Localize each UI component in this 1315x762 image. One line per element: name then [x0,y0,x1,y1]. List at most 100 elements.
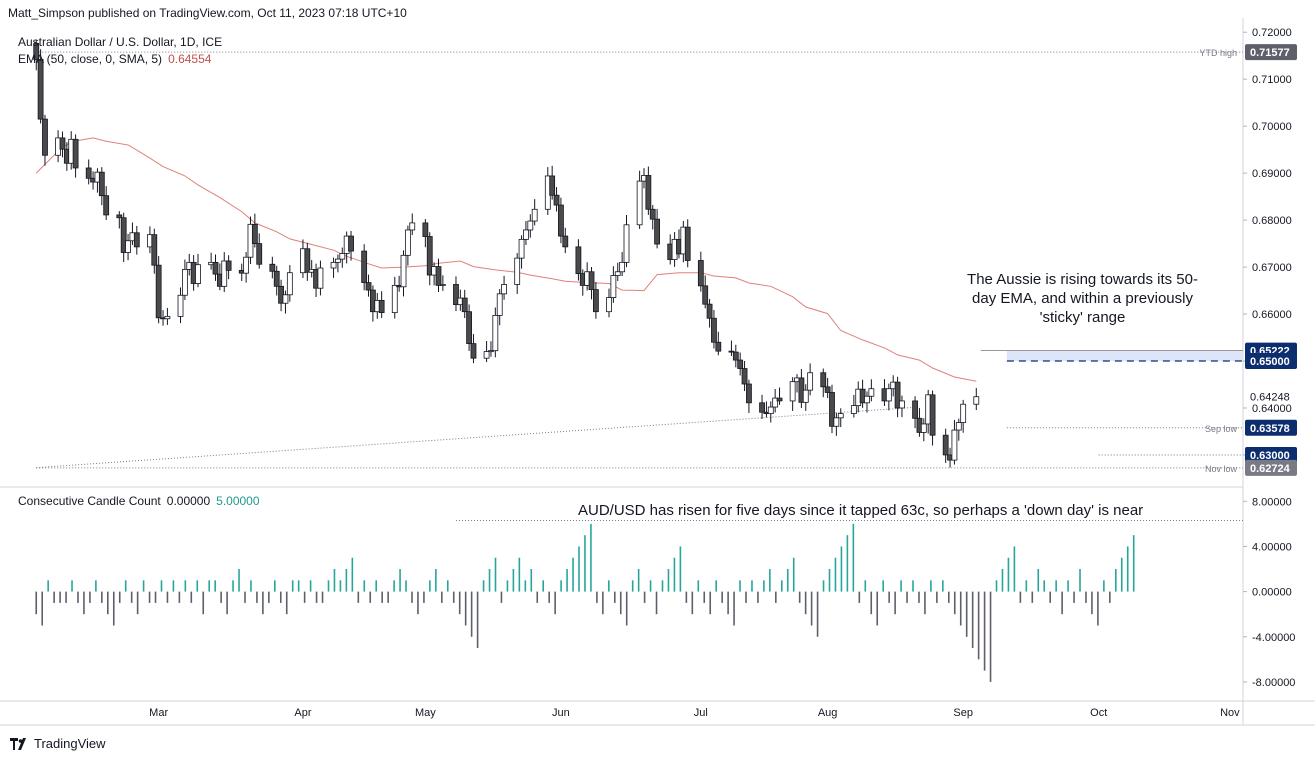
candle-2023-08-18 [899,395,905,418]
candle-2023-07-28 [807,363,814,396]
candle-body [636,180,643,226]
time-label-Apr: Apr [294,707,311,719]
candle-2023-06-13 [610,266,617,303]
candle-body [466,311,472,345]
candle-2023-02-07 [59,131,66,158]
osc-tick-label: -4.00000 [1252,632,1295,644]
tradingview-logo-text: TradingView [34,736,106,751]
candle-body [864,395,870,404]
oscillator-legend-value1: 0.00000 [166,494,211,508]
price-tick-label: 0.71000 [1252,74,1292,86]
candle-body [592,289,599,313]
price-label-box [1245,459,1297,476]
price-label-text: 0.64248 [1250,391,1290,403]
candle-body [435,266,442,286]
candle-body [195,264,201,284]
candle-2023-08-23 [920,418,927,442]
candle-2023-09-04 [973,387,980,411]
candle-2023-02-21 [120,212,127,263]
candle-body [649,208,656,220]
candle-body [470,343,477,359]
oscillator-legend[interactable]: Consecutive Candle Count 0.00000 5.00000 [18,494,260,508]
candle-2023-06-23 [654,208,661,249]
candle-2023-02-13 [85,159,92,185]
candle-2023-04-27 [404,225,411,266]
candle-2023-03-03 [164,307,171,325]
candle-2023-08-31 [955,418,962,441]
candle-body [850,405,857,415]
time-label-Oct: Oct [1090,707,1107,719]
candle-2023-02-10 [72,134,79,178]
candle-body [514,257,521,285]
ema-legend[interactable]: EMA (50, close, 0, SMA, 5) 0.64554 [18,52,211,66]
candle-body [98,171,105,197]
candle-body [523,229,529,240]
candle-2023-06-15 [619,252,626,277]
candle-2023-05-18 [496,288,503,326]
price-label-0.63000: 0.63000 [1245,446,1297,463]
candle-body [807,372,814,391]
time-label-Mar: Mar [149,707,168,719]
sticky-range-rect [1006,350,1243,362]
candle-body [212,261,219,275]
candle-2023-02-17 [103,186,110,220]
tradingview-logo[interactable]: TradingView [10,736,106,751]
candle-body [151,234,158,266]
candle-2023-07-24 [789,377,796,411]
candle-body [610,275,617,298]
osc-tick-label: 0.00000 [1252,587,1292,599]
candle-body [960,403,967,423]
candle-2023-05-26 [531,199,538,226]
candle-body [575,246,582,275]
candle-body [715,341,722,352]
candle-body [820,372,827,388]
candle-body [181,269,188,296]
candle-2023-06-05 [575,239,582,281]
candle-2023-05-25 [527,214,534,238]
ema-line [35,137,977,382]
price-label-note: Sep low [1205,424,1238,434]
candle-2023-05-15 [483,341,490,363]
candle-body [304,248,311,273]
candle-body [59,137,66,150]
candle-2023-08-11 [868,379,875,402]
candle-2023-07-03 [697,251,704,292]
symbol-title[interactable]: Australian Dollar / U.S. Dollar, 1D, ICE [18,35,223,49]
candle-body [221,260,228,287]
price-label-text: 0.63000 [1250,450,1290,462]
candle-2023-06-01 [558,197,564,244]
candle-2023-07-27 [802,384,809,411]
candle-body [776,397,783,402]
candle-2023-03-10 [195,253,201,288]
candle-body [684,226,691,261]
candle-2023-02-24 [133,225,140,255]
candle-2023-05-12 [470,334,477,364]
candle-2023-04-17 [361,244,368,291]
candle-2023-05-10 [461,289,468,319]
candle-2023-05-31 [553,187,560,212]
candle-body [409,222,416,231]
candle-body [654,218,661,245]
candle-2023-07-05 [706,298,713,328]
candle-2023-05-19 [501,275,507,300]
candle-2023-04-18 [365,274,372,297]
price-label-box [1245,446,1297,463]
candle-2023-02-03 [42,114,48,166]
candle-2023-06-19 [636,170,643,229]
candle-body [558,204,564,237]
candle-body [439,284,446,286]
price-label-box [1245,419,1297,436]
candle-body [741,368,748,385]
candle-2023-05-23 [518,235,525,269]
candle-2023-08-03 [833,412,840,436]
candle-body [885,388,892,402]
candle-2023-03-16 [221,252,228,293]
candle-2023-05-01 [422,219,429,248]
candle-body [72,138,79,169]
candle-2023-04-28 [409,213,416,236]
candle-2023-04-21 [378,291,385,318]
candle-body [453,284,459,306]
candle-body [833,417,840,427]
candle-2023-06-02 [562,227,569,254]
